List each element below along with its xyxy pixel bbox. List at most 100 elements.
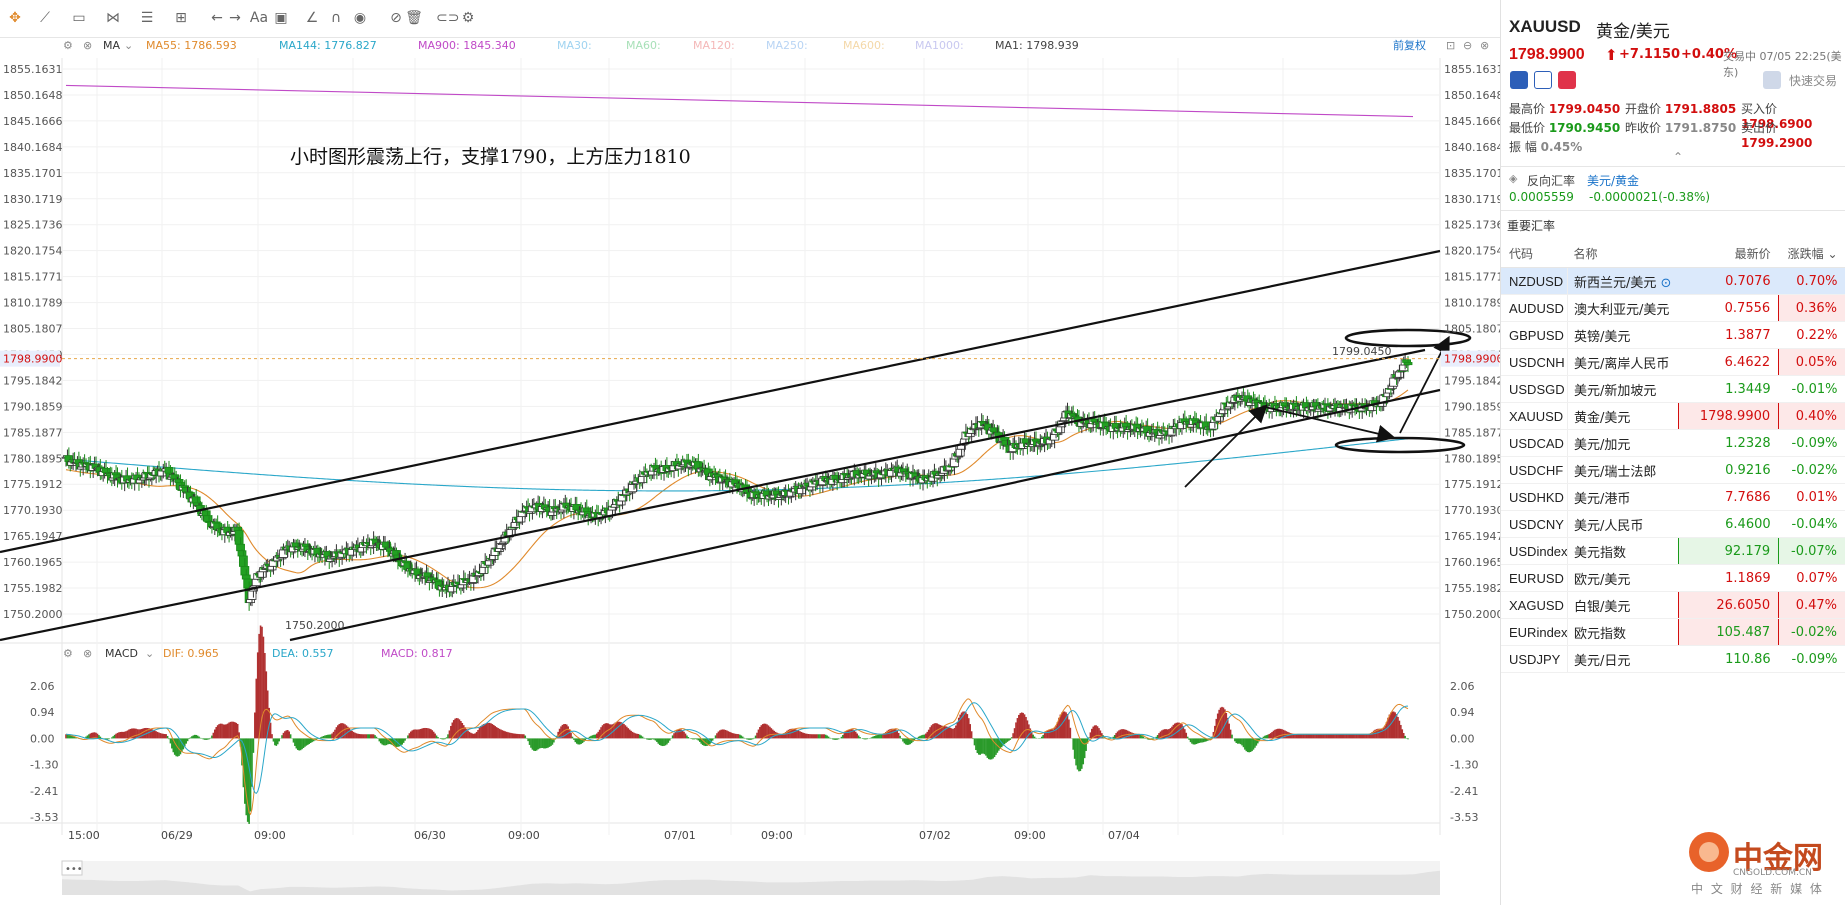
price-tick-left: 1835.1701 <box>3 167 63 180</box>
rate-row[interactable]: USDJPY 美元/日元 110.86 -0.09% <box>1501 645 1845 673</box>
rate-row[interactable]: XAUUSD 黄金/美元 1798.9900 0.40% <box>1501 402 1845 430</box>
price-chart[interactable]: 1855.1631 1855.1631 1850.1648 1850.1648 1845… <box>0 37 1500 905</box>
rate-code: USDJPY <box>1501 645 1568 673</box>
quote-stat: 最低价 1790.9450 <box>1509 121 1621 135</box>
candle-up <box>796 488 806 495</box>
rate-row[interactable]: USDCAD 美元/加元 1.2328 -0.09% <box>1501 429 1845 457</box>
rate-price: 0.7076 <box>1678 267 1779 295</box>
macd-tick-right: 0.00 <box>1450 732 1475 745</box>
rate-row[interactable]: USDHKD 美元/港币 7.7686 0.01% <box>1501 483 1845 511</box>
minimize-icon[interactable]: ⊖ <box>1463 39 1472 52</box>
candle-down <box>234 530 244 545</box>
candle-up <box>257 571 267 578</box>
rate-row[interactable]: AUDUSD 澳大利亚元/美元 0.7556 0.36% <box>1501 294 1845 322</box>
rate-percent: 0.05% <box>1778 348 1845 376</box>
macd-indicator-3: MACD: 0.817 <box>381 647 453 660</box>
comment-icon[interactable]: ▣ <box>274 10 288 26</box>
brand-logo <box>1689 832 1729 872</box>
favorite-icon[interactable] <box>1558 71 1576 89</box>
time-tick: 09:00 <box>1014 829 1046 842</box>
rates-header-3[interactable]: 涨跌幅 ⌄ <box>1778 240 1845 268</box>
magnet-icon[interactable]: ∩ <box>330 10 342 26</box>
restore-mode-button[interactable]: 前复权 <box>1393 38 1426 52</box>
resistance-ellipse <box>1344 328 1472 348</box>
settings-icon[interactable]: ⚙ <box>63 39 73 52</box>
fullscreen-icon[interactable]: ⊡ <box>1446 39 1455 52</box>
link-icon[interactable]: ⊂⊃ <box>436 10 460 26</box>
list-tool-icon[interactable]: ☰ <box>140 10 154 26</box>
reverse-rate-pair[interactable]: 美元/黄金 <box>1587 174 1640 188</box>
macd-selector[interactable]: MACD <box>105 647 138 660</box>
eye-icon[interactable]: ◉ <box>353 10 367 26</box>
reverse-toggle-icon[interactable]: ◈ <box>1509 172 1518 185</box>
redo-icon[interactable]: → <box>229 10 241 26</box>
rate-name: 欧元指数 <box>1566 618 1679 646</box>
candle-down <box>237 550 247 557</box>
macd-tick-left: -2.41 <box>30 785 58 798</box>
close-panel-icon[interactable]: ⊗ <box>1480 39 1489 52</box>
target-icon[interactable]: ⊙ <box>1656 275 1672 291</box>
macd-settings-icon[interactable]: ⚙ <box>63 647 73 660</box>
macd-panel: 2.06 2.06 0.94 0.94 0.00 0.00 -1.30 -1.30 -2.41 -… <box>30 625 1478 824</box>
news-icon[interactable] <box>1534 71 1552 89</box>
candle-up <box>965 432 975 438</box>
ma900-line <box>65 84 1414 118</box>
rate-row[interactable]: USDCNY 美元/人民币 6.4600 -0.04% <box>1501 510 1845 538</box>
candle-down <box>241 574 251 580</box>
rate-row[interactable]: NZDUSD 新西兰元/美元 ⊙ 0.7076 0.70% <box>1501 267 1845 295</box>
rate-row[interactable]: XAGUSD 白银/美元 26.6050 0.47% <box>1501 591 1845 619</box>
candle-up <box>246 599 255 604</box>
measure-tool-icon[interactable]: ⊞ <box>175 10 187 26</box>
rate-row[interactable]: GBPUSD 英镑/美元 1.3877 0.22% <box>1501 321 1845 349</box>
price-tick-left: 1790.1859 <box>3 400 63 413</box>
chevron-down-icon[interactable]: ⌄ <box>124 39 133 52</box>
close-icon[interactable]: ⊗ <box>83 39 92 52</box>
current-price-tag-right-bg <box>1441 350 1499 367</box>
rate-row[interactable]: EURindex 欧元指数 105.487 -0.02% <box>1501 618 1845 646</box>
price-tick-left: 1825.1736 <box>3 219 63 232</box>
undo-icon[interactable]: ← <box>211 10 223 26</box>
line-tool-icon[interactable]: ⟋ <box>40 10 50 26</box>
candle <box>651 457 660 468</box>
price-tick-right: 1775.1912 <box>1444 478 1500 491</box>
macd-chevron-icon[interactable]: ⌄ <box>145 647 154 660</box>
ruler-icon[interactable]: ∠ <box>305 10 319 26</box>
rate-row[interactable]: USDCNH 美元/离岸人民币 6.4622 0.05% <box>1501 348 1845 376</box>
ma-selector[interactable]: MA <box>103 39 120 52</box>
collapse-icon[interactable]: ⌃ <box>1673 150 1684 164</box>
rate-price: 92.179 <box>1678 537 1780 565</box>
price-tick-left: 1780.1895 <box>3 452 63 465</box>
rate-row[interactable]: EURUSD 欧元/美元 1.1869 0.07% <box>1501 564 1845 592</box>
bell-icon[interactable] <box>1763 71 1781 89</box>
rate-percent: 0.40% <box>1778 402 1845 430</box>
rate-row[interactable]: USDindex 美元指数 92.179 -0.07% <box>1501 537 1845 565</box>
text-tool-icon[interactable]: Aa <box>249 10 269 26</box>
rate-code: USDCNH <box>1501 348 1568 376</box>
rect-tool-icon[interactable]: ▭ <box>72 10 86 26</box>
globe-icon[interactable] <box>1510 71 1528 89</box>
price-tick-left: 1775.1912 <box>3 478 63 491</box>
delete-marks-icon[interactable]: ⊘ <box>390 10 402 26</box>
rates-table: 代码 名称 最新价 涨跌幅 ⌄ NZDUSD 新西兰元/美元 ⊙ 0.7076 0.70% A… <box>1501 240 1845 673</box>
fib-tool-icon[interactable]: ⋈ <box>106 10 120 26</box>
rate-row[interactable]: USDSGD 美元/新加坡元 1.3449 -0.01% <box>1501 375 1845 403</box>
rate-row[interactable]: USDCHF 美元/瑞士法郎 0.9216 -0.02% <box>1501 456 1845 484</box>
rate-percent: -0.09% <box>1778 429 1845 457</box>
quote-price: 1798.9900 <box>1509 46 1585 63</box>
trash-icon[interactable]: 🗑 <box>405 10 423 26</box>
macd-tick-right: -1.30 <box>1450 759 1478 772</box>
ma-indicator-3: MA900: 1845.340 <box>418 39 516 52</box>
rate-code: GBPUSD <box>1501 321 1568 349</box>
rate-percent: 0.70% <box>1778 267 1845 295</box>
lower-channel-line <box>289 388 1441 642</box>
navigator-handle[interactable] <box>61 860 83 876</box>
rates-header-2: 最新价 <box>1678 240 1779 268</box>
macd-close-icon[interactable]: ⊗ <box>83 647 92 660</box>
projection-arrow-1 <box>1184 404 1268 488</box>
crosshair-icon[interactable]: ✥ <box>9 10 21 26</box>
price-tick-left: 1820.1754 <box>3 245 63 258</box>
gear-icon[interactable]: ⚙ <box>461 10 475 26</box>
quick-trade-button[interactable]: 快速交易 <box>1789 74 1838 88</box>
price-tick-right: 1760.1965 <box>1444 556 1500 569</box>
price-tick-left: 1785.1877 <box>3 426 63 439</box>
